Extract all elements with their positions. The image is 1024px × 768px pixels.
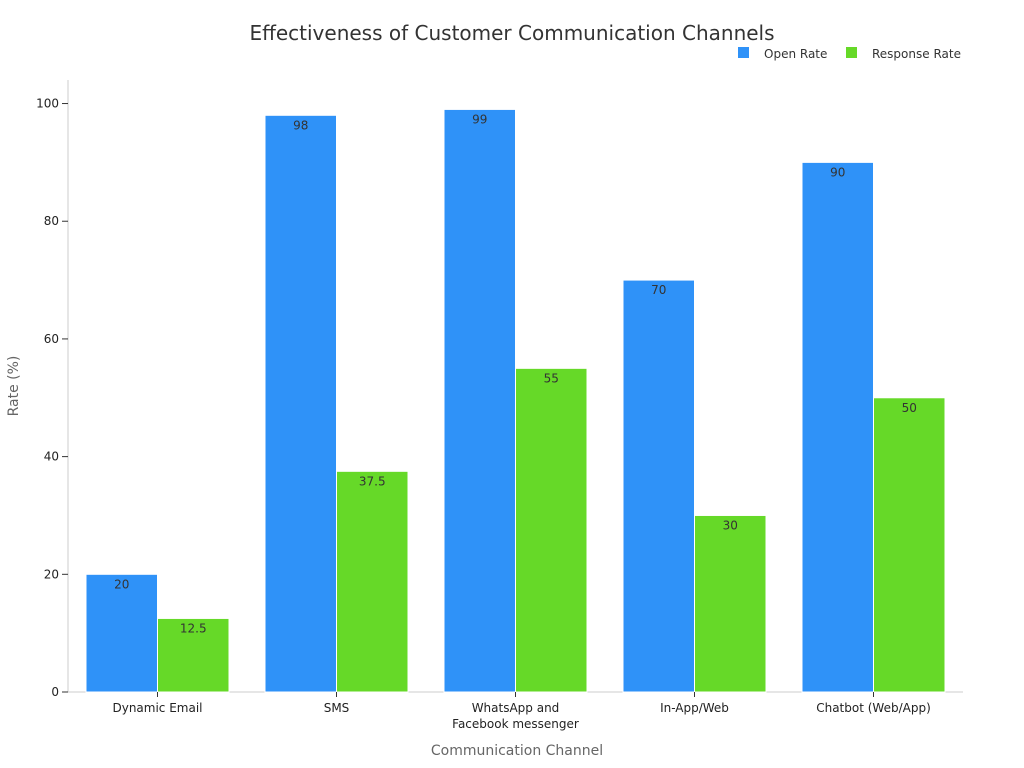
open-rate-label: 70	[651, 283, 666, 297]
legend-label: Open Rate	[764, 47, 827, 61]
chart-title: Effectiveness of Customer Communication …	[249, 21, 774, 45]
legend-swatch	[846, 47, 857, 58]
open-rate-bar	[85, 573, 158, 693]
open-rate-bar	[443, 108, 516, 693]
x-axis-title: Communication Channel	[431, 743, 603, 759]
response-rate-label: 50	[902, 401, 917, 415]
x-tick-label: SMS	[324, 701, 350, 715]
response-rate-bar	[336, 470, 409, 693]
x-tick-label: In-App/Web	[660, 701, 729, 715]
response-rate-bar	[873, 397, 946, 693]
x-tick-label: Chatbot (Web/App)	[816, 701, 931, 715]
x-tick-label: Facebook messenger	[452, 717, 579, 731]
open-rate-label: 20	[114, 577, 129, 591]
response-rate-bar	[694, 514, 767, 693]
response-rate-bar	[515, 367, 588, 693]
open-rate-label: 90	[830, 165, 845, 179]
y-tick-label: 40	[44, 450, 59, 464]
response-rate-label: 55	[544, 371, 559, 385]
legend-swatch	[738, 47, 749, 58]
y-tick-label: 0	[51, 685, 59, 699]
open-rate-bar	[801, 161, 874, 693]
bars: 20 12.5 98 37.5 99 55 70 30 90 50	[85, 108, 946, 693]
y-axis-title: Rate (%)	[6, 356, 22, 417]
response-rate-label: 30	[723, 518, 738, 532]
response-rate-label: 12.5	[180, 621, 207, 635]
open-rate-bar	[622, 279, 695, 693]
response-rate-bar	[157, 617, 230, 693]
y-tick-label: 20	[44, 567, 59, 581]
response-rate-label: 37.5	[359, 474, 386, 488]
legend: Open Rate Response Rate	[738, 47, 961, 61]
y-tick-label: 80	[44, 214, 59, 228]
y-tick-label: 100	[36, 97, 59, 111]
legend-label: Response Rate	[872, 47, 961, 61]
open-rate-bar	[264, 114, 337, 693]
y-tick-label: 60	[44, 332, 59, 346]
open-rate-label: 99	[472, 112, 487, 126]
x-tick-label: Dynamic Email	[112, 701, 202, 715]
y-axis-ticks: 0 20 40 60 80 100	[36, 97, 68, 699]
open-rate-label: 98	[293, 118, 308, 132]
x-tick-label: WhatsApp and	[472, 701, 560, 715]
x-axis-ticks: Dynamic Email SMS WhatsApp and Facebook mes…	[112, 692, 931, 731]
